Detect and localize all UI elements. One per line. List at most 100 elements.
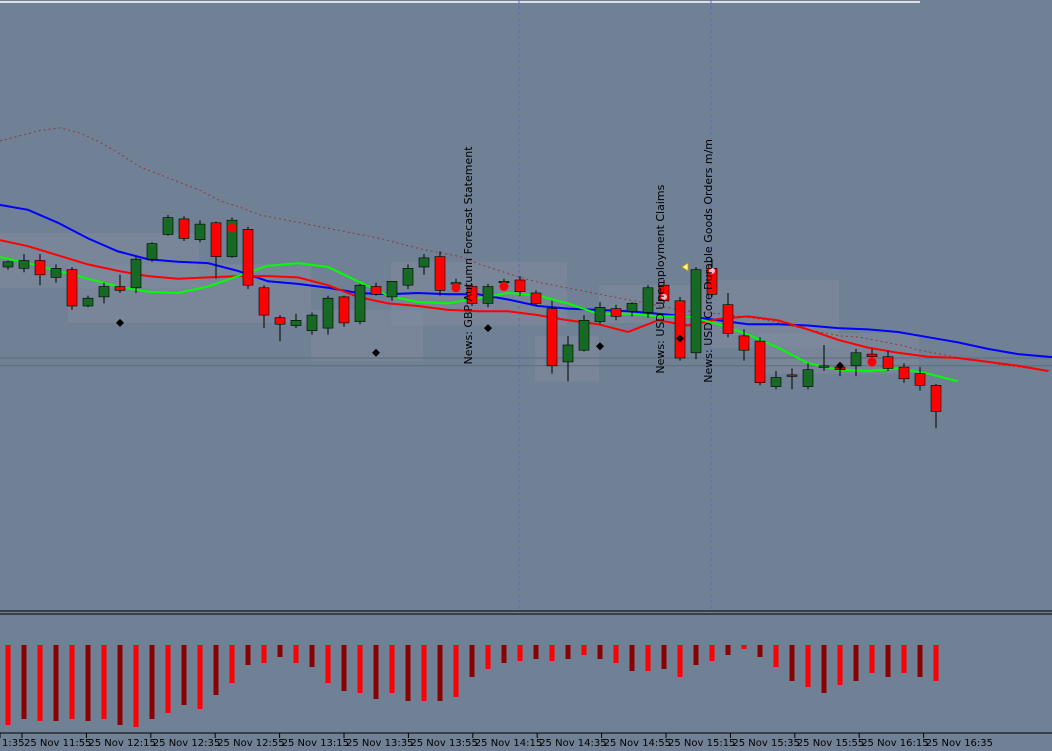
candle bbox=[674, 296, 686, 361]
candle-body bbox=[50, 267, 62, 278]
histogram-bar bbox=[741, 645, 747, 649]
candle bbox=[258, 285, 270, 329]
candle bbox=[162, 215, 174, 236]
histogram-bar bbox=[821, 645, 827, 693]
red-signal-dot bbox=[451, 283, 461, 293]
histogram-bar bbox=[101, 645, 107, 719]
black-diamond-marker bbox=[836, 361, 844, 370]
histogram-bar bbox=[853, 645, 859, 681]
news-label: News: USD Unemployment Claims bbox=[654, 184, 667, 373]
candle bbox=[50, 264, 62, 283]
x-tick-label: 25 Nov 15:35 bbox=[732, 738, 799, 749]
histogram-bar bbox=[437, 645, 443, 701]
histogram-bar bbox=[325, 645, 331, 683]
histogram-bar bbox=[53, 645, 59, 721]
histogram-bar bbox=[37, 645, 43, 721]
histogram-bar bbox=[677, 645, 683, 677]
candle-body bbox=[338, 296, 350, 324]
candle-body bbox=[290, 319, 302, 326]
candle-body bbox=[466, 286, 478, 304]
candle-body bbox=[82, 297, 94, 307]
histogram-bar bbox=[197, 645, 203, 709]
x-tick-label: 25 Nov 15:15 bbox=[668, 738, 735, 749]
candle bbox=[770, 371, 782, 390]
histogram-bar bbox=[869, 645, 875, 673]
x-tick-label: 25 Nov 12:15 bbox=[88, 738, 155, 749]
histogram-bar bbox=[389, 645, 395, 693]
histogram-bar bbox=[213, 645, 219, 695]
price-horizontal-lines bbox=[0, 357, 1052, 367]
candle bbox=[546, 300, 558, 374]
candle-body bbox=[482, 286, 494, 304]
ma-red-line bbox=[0, 239, 1049, 372]
candle bbox=[130, 256, 142, 293]
histogram-bar bbox=[165, 645, 171, 713]
candle bbox=[850, 348, 862, 377]
histogram-bar bbox=[309, 645, 315, 667]
histogram-bar bbox=[501, 645, 507, 663]
candle bbox=[322, 295, 334, 335]
candle-body bbox=[370, 286, 382, 295]
candle bbox=[754, 337, 766, 386]
candle bbox=[2, 260, 14, 270]
histogram-bar bbox=[837, 645, 843, 685]
candle bbox=[210, 221, 222, 279]
candle bbox=[786, 368, 798, 390]
x-tick-label: 25 Nov 11:55 bbox=[24, 738, 91, 749]
candle bbox=[386, 280, 398, 301]
candle-body bbox=[274, 317, 286, 325]
x-tick-label: 1:35 bbox=[2, 738, 24, 749]
candle bbox=[178, 216, 190, 241]
candle-body bbox=[738, 335, 750, 351]
x-tick-label: 25 Nov 14:35 bbox=[539, 738, 606, 749]
signal-markers bbox=[116, 223, 877, 370]
ma-blue-line bbox=[0, 203, 1052, 359]
x-tick-label: 25 Nov 16:35 bbox=[926, 738, 993, 749]
histogram-bar bbox=[789, 645, 795, 681]
candle-body bbox=[514, 279, 526, 292]
candle bbox=[514, 276, 526, 296]
candle bbox=[594, 302, 606, 325]
candle-body bbox=[98, 286, 110, 298]
candle bbox=[66, 267, 78, 310]
histogram-bar bbox=[277, 645, 283, 657]
candle bbox=[626, 302, 638, 317]
candle bbox=[290, 313, 302, 329]
candle bbox=[82, 295, 94, 308]
histogram-bar bbox=[773, 645, 779, 667]
candle-body bbox=[418, 257, 430, 268]
ma-dotted-line bbox=[0, 127, 1052, 372]
x-tick-label: 25 Nov 14:15 bbox=[475, 738, 542, 749]
candle-body bbox=[34, 260, 46, 276]
candle-body bbox=[674, 300, 686, 359]
pink-signal-dot bbox=[661, 293, 667, 300]
candle bbox=[146, 242, 158, 262]
candle-body bbox=[178, 218, 190, 239]
red-signal-dot bbox=[499, 282, 509, 291]
candle-body bbox=[210, 222, 222, 257]
candle-body bbox=[226, 219, 238, 257]
black-diamond-marker bbox=[484, 324, 492, 333]
moving-averages bbox=[0, 127, 1052, 383]
candle-body bbox=[2, 261, 14, 268]
histogram-bar bbox=[933, 645, 939, 681]
histogram-bar bbox=[757, 645, 763, 657]
histogram-bar bbox=[405, 645, 411, 701]
candle bbox=[738, 329, 750, 361]
histogram-bar bbox=[693, 645, 699, 665]
candle bbox=[530, 290, 542, 306]
news-label: News: GBP Autumn Forecast Statement bbox=[462, 146, 475, 365]
candle-body bbox=[626, 303, 638, 312]
candle bbox=[370, 282, 382, 296]
histogram-bar bbox=[469, 645, 475, 677]
candle-body bbox=[530, 292, 542, 304]
candle-body bbox=[866, 353, 878, 358]
candle bbox=[642, 285, 654, 318]
candle-body bbox=[162, 217, 174, 235]
red-signal-dot bbox=[227, 223, 237, 233]
histogram-bar bbox=[629, 645, 635, 671]
candle-body bbox=[562, 344, 574, 363]
x-tick-label: 25 Nov 13:55 bbox=[410, 738, 477, 749]
